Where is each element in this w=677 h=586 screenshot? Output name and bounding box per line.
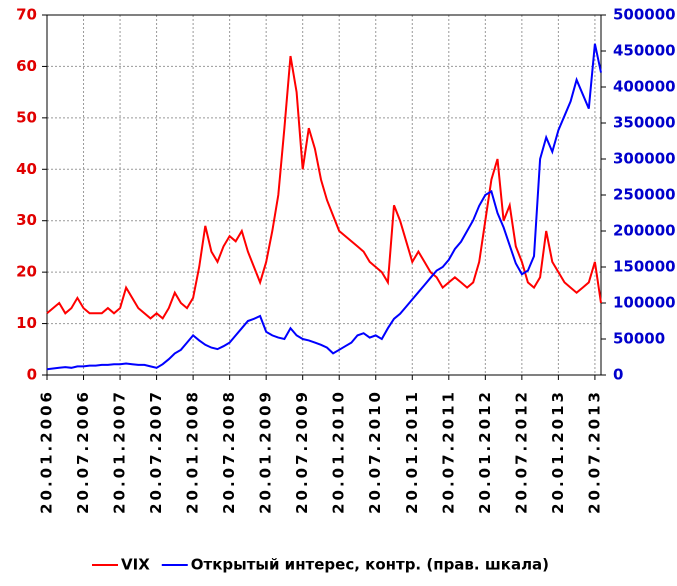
x-tick-label: 20.01.2012: [476, 389, 494, 514]
x-tick-label: 20.07.2010: [366, 389, 384, 514]
y2-tick-label: 250000: [613, 186, 676, 204]
x-tick-label: 20.07.2008: [220, 389, 238, 514]
legend-label: VIX: [121, 556, 150, 574]
x-tick-label: 20.07.2012: [512, 389, 530, 514]
y2-tick-label: 0: [613, 366, 623, 384]
y-tick-label: 70: [16, 6, 37, 24]
y-tick-label: 20: [16, 263, 37, 281]
line-series: [46, 55, 602, 320]
y2-tick-label: 350000: [613, 114, 676, 132]
line-series: [46, 43, 602, 371]
y-tick-label: 60: [16, 57, 37, 75]
x-tick-label: 20.07.2013: [585, 389, 603, 514]
y-tick-label: 50: [16, 108, 37, 126]
x-tick-label: 20.01.2010: [330, 389, 348, 514]
y-tick-label: 30: [16, 211, 37, 229]
x-tick-label: 20.07.2006: [74, 389, 92, 514]
y2-tick-label: 200000: [613, 222, 676, 240]
plot-area: [47, 15, 601, 375]
plot-border: [46, 14, 602, 376]
x-tick-label: 20.01.2006: [38, 389, 56, 514]
x-tick-label: 20.01.2008: [184, 389, 202, 514]
y-tick-label: 10: [16, 314, 37, 332]
x-tick-label: 20.01.2011: [403, 389, 421, 514]
x-tick-label: 20.01.2007: [111, 389, 129, 514]
x-tick-label: 20.01.2013: [549, 389, 567, 514]
legend-label: Открытый интерес, контр. (прав. шкала): [191, 556, 549, 574]
x-tick-label: 20.01.2009: [257, 389, 275, 514]
y-tick-label: 40: [16, 160, 37, 178]
y2-tick-label: 400000: [613, 78, 676, 96]
y2-tick-label: 50000: [613, 330, 665, 348]
y2-tick-label: 150000: [613, 258, 676, 276]
x-tick-label: 20.07.2009: [293, 389, 311, 514]
y2-tick-label: 300000: [613, 150, 676, 168]
x-tick-label: 20.07.2007: [147, 389, 165, 514]
x-tick-label: 20.07.2011: [439, 389, 457, 514]
y-tick-label: 0: [27, 366, 37, 384]
y2-tick-label: 450000: [613, 42, 676, 60]
y2-tick-label: 500000: [613, 6, 676, 24]
y2-tick-label: 100000: [613, 294, 676, 312]
